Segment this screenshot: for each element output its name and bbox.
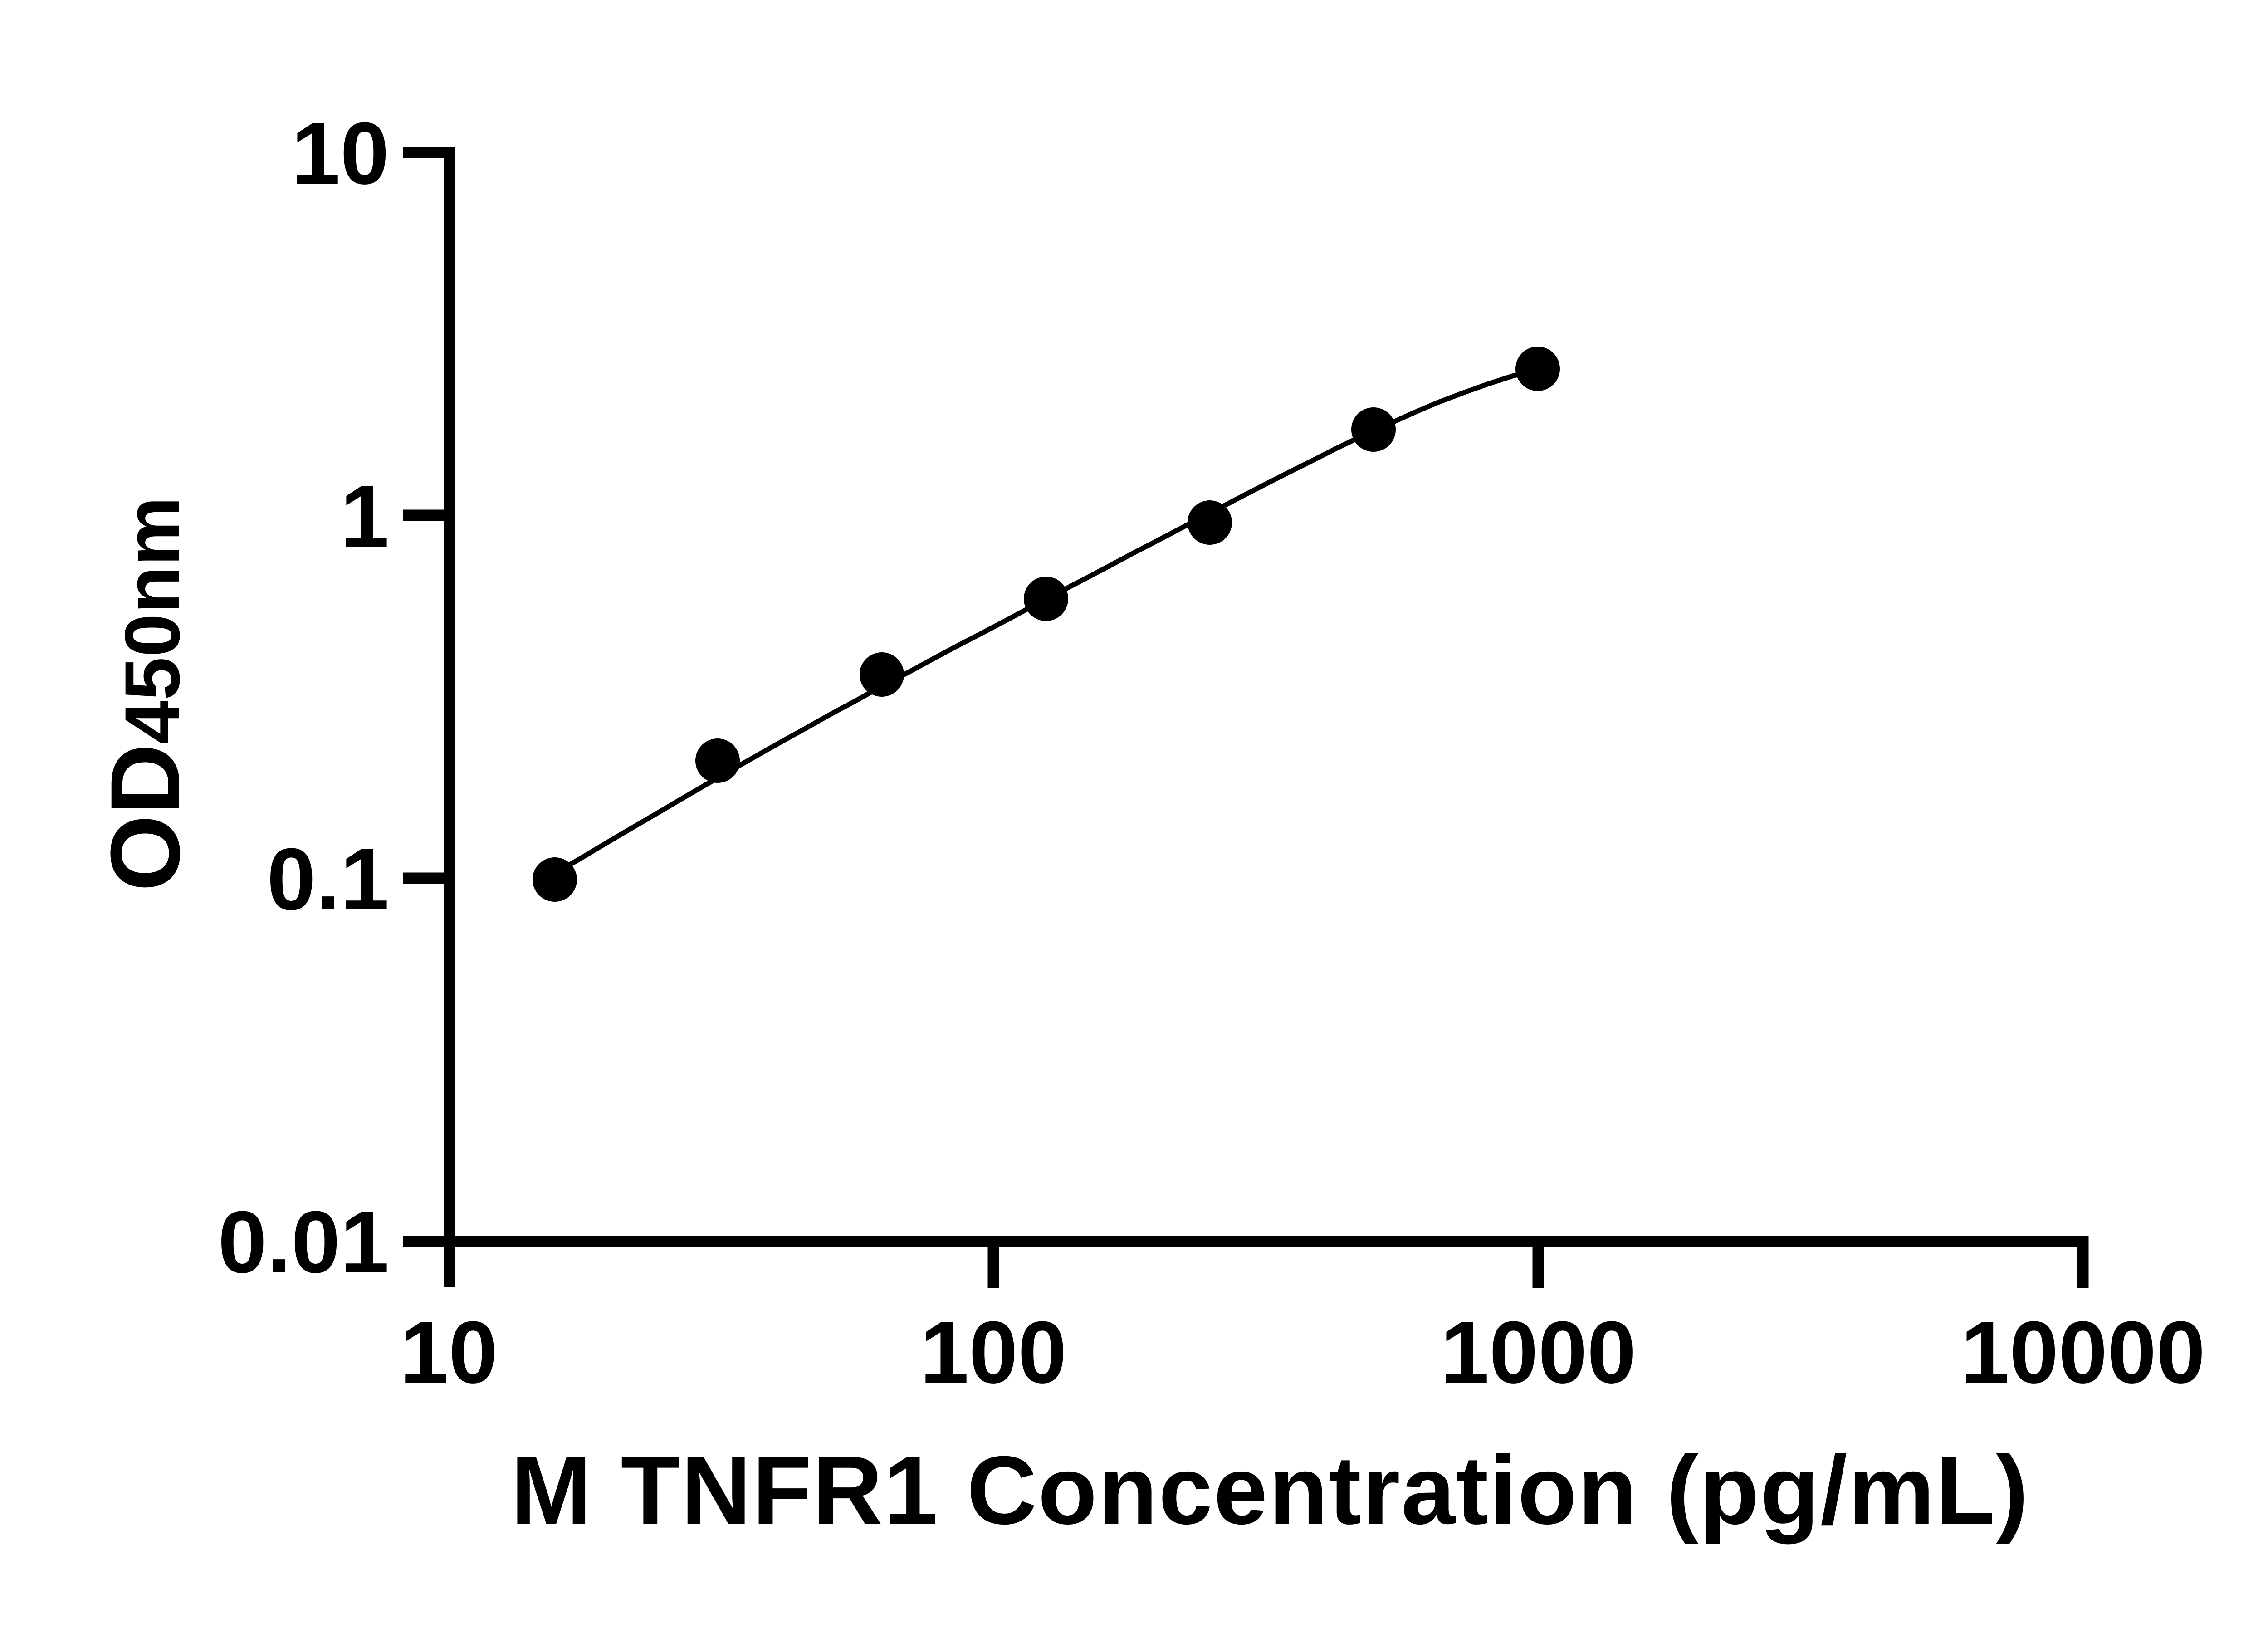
svg-text:1000: 1000	[1440, 1303, 1636, 1402]
svg-text:1: 1	[340, 467, 389, 566]
svg-text:0.1: 0.1	[267, 830, 389, 929]
svg-text:10: 10	[400, 1303, 498, 1402]
svg-text:10000: 10000	[1960, 1303, 2205, 1402]
svg-text:OD450nm: OD450nm	[90, 497, 200, 891]
svg-text:10: 10	[291, 104, 389, 203]
svg-text:M TNFR1 Concentration (pg/mL): M TNFR1 Concentration (pg/mL)	[511, 1436, 2029, 1545]
svg-text:100: 100	[920, 1303, 1067, 1402]
svg-text:0.01: 0.01	[218, 1193, 389, 1291]
